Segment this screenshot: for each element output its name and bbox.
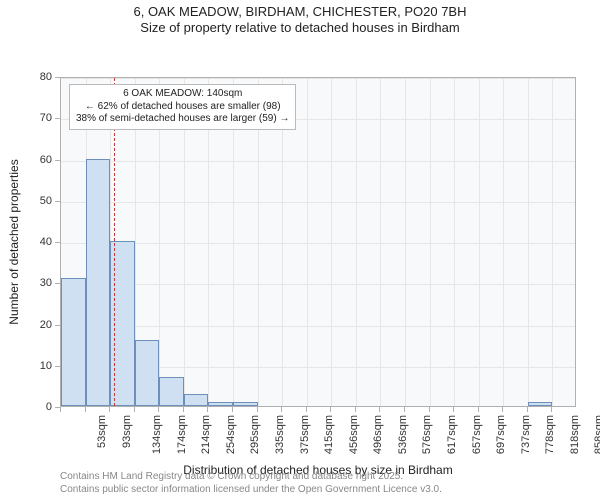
y-tick-label: 30 (0, 277, 52, 289)
x-tick-label: 858sqm (594, 415, 600, 454)
x-tick-label: 53sqm (96, 415, 108, 448)
x-tick-label: 415sqm (323, 415, 335, 454)
histogram-bar (208, 402, 233, 406)
callout-box: 6 OAK MEADOW: 140sqm ← 62% of detached h… (69, 84, 296, 130)
x-tick-label: 496sqm (372, 415, 384, 454)
chart-titles: 6, OAK MEADOW, BIRDHAM, CHICHESTER, PO20… (0, 0, 600, 35)
callout-line3: 38% of semi-detached houses are larger (… (76, 113, 289, 126)
histogram-bar (159, 377, 184, 406)
y-tick-label: 0 (0, 401, 52, 413)
x-tick-label: 818sqm (569, 415, 581, 454)
title-subtitle: Size of property relative to detached ho… (0, 20, 600, 35)
chart-container: Number of detached properties 0102030405… (0, 35, 600, 455)
plot-area: 6 OAK MEADOW: 140sqm ← 62% of detached h… (60, 77, 576, 407)
histogram-bar (61, 278, 86, 406)
y-tick-label: 10 (0, 360, 52, 372)
y-tick-label: 80 (0, 71, 52, 83)
x-tick-label: 134sqm (151, 415, 163, 454)
histogram-bar (528, 402, 553, 406)
x-tick-label: 617sqm (446, 415, 458, 454)
x-tick-label: 657sqm (471, 415, 483, 454)
x-tick-label: 295sqm (250, 415, 262, 454)
title-address: 6, OAK MEADOW, BIRDHAM, CHICHESTER, PO20… (0, 4, 600, 19)
histogram-bar (86, 159, 111, 407)
x-tick-label: 335sqm (274, 415, 286, 454)
x-tick-label: 93sqm (121, 415, 133, 448)
callout-line2: ← 62% of detached houses are smaller (98… (76, 101, 289, 114)
y-tick-label: 40 (0, 236, 52, 248)
y-tick-label: 60 (0, 154, 52, 166)
x-tick-label: 456sqm (348, 415, 360, 454)
y-tick-label: 50 (0, 195, 52, 207)
x-tick-label: 214sqm (200, 415, 212, 454)
x-tick-label: 174sqm (176, 415, 188, 454)
x-tick-label: 375sqm (299, 415, 311, 454)
x-tick-label: 778sqm (544, 415, 556, 454)
x-tick-label: 697sqm (495, 415, 507, 454)
x-tick-label: 737sqm (520, 415, 532, 454)
y-tick-label: 20 (0, 319, 52, 331)
histogram-bar (184, 394, 209, 406)
x-tick-label: 536sqm (397, 415, 409, 454)
footer-attribution: Contains HM Land Registry data © Crown c… (60, 471, 442, 496)
x-tick-label: 576sqm (422, 415, 434, 454)
histogram-bar (135, 340, 160, 406)
footer-line2: Contains public sector information licen… (60, 484, 442, 497)
footer-line1: Contains HM Land Registry data © Crown c… (60, 471, 442, 484)
callout-line1: 6 OAK MEADOW: 140sqm (76, 88, 289, 101)
y-tick-label: 70 (0, 112, 52, 124)
histogram-bar (233, 402, 258, 406)
x-tick-label: 254sqm (225, 415, 237, 454)
